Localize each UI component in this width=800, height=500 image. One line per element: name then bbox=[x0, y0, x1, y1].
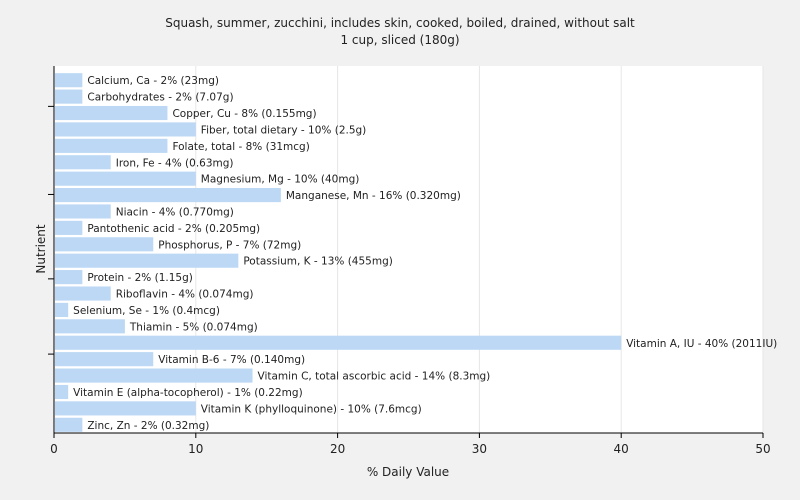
bar bbox=[55, 188, 281, 203]
bar bbox=[55, 286, 111, 301]
x-tick-label: 30 bbox=[472, 442, 487, 456]
bar bbox=[55, 319, 125, 334]
bar-label: Fiber, total dietary - 10% (2.5g) bbox=[201, 124, 366, 136]
bar bbox=[55, 302, 69, 317]
x-tick-label: 50 bbox=[755, 442, 770, 456]
bar bbox=[55, 89, 83, 104]
x-tick-label: 40 bbox=[614, 442, 629, 456]
bar-label: Pantothenic acid - 2% (0.205mg) bbox=[87, 223, 260, 235]
x-tick-label: 20 bbox=[330, 442, 345, 456]
bar bbox=[55, 368, 253, 383]
bar-label: Protein - 2% (1.15g) bbox=[87, 272, 193, 284]
y-ticks bbox=[48, 105, 54, 355]
bar-label: Folate, total - 8% (31mcg) bbox=[172, 141, 309, 153]
bar-label: Vitamin K (phylloquinone) - 10% (7.6mcg) bbox=[201, 403, 422, 415]
bar bbox=[55, 73, 83, 88]
bar-label: Selenium, Se - 1% (0.4mcg) bbox=[73, 305, 220, 317]
bar bbox=[55, 352, 154, 367]
bar bbox=[55, 417, 83, 432]
chart-subtitle: 1 cup, sliced (180g) bbox=[340, 33, 459, 47]
bar bbox=[55, 105, 168, 121]
bars: Calcium, Ca - 2% (23mg) Carbohydrates - 2… bbox=[55, 73, 777, 432]
bar-label: Niacin - 4% (0.770mg) bbox=[116, 206, 234, 218]
bar-label: Carbohydrates - 2% (7.07g) bbox=[87, 92, 233, 104]
bar-label: Manganese, Mn - 16% (0.320mg) bbox=[286, 190, 461, 202]
bar-label: Vitamin B-6 - 7% (0.140mg) bbox=[158, 354, 305, 366]
bar-label: Calcium, Ca - 2% (23mg) bbox=[87, 75, 219, 87]
y-axis-label: Nutrient bbox=[34, 224, 48, 274]
bar-label: Zinc, Zn - 2% (0.32mg) bbox=[87, 420, 209, 432]
bar bbox=[55, 204, 111, 219]
bar-label: Potassium, K - 13% (455mg) bbox=[243, 256, 393, 268]
bar bbox=[55, 237, 154, 252]
bar bbox=[55, 220, 83, 235]
bar-label: Magnesium, Mg - 10% (40mg) bbox=[201, 174, 360, 186]
x-ticks: 0 10 20 30 40 50 bbox=[50, 433, 771, 456]
chart-title: Squash, summer, zucchini, includes skin,… bbox=[165, 16, 635, 30]
bar bbox=[55, 335, 622, 350]
bar-label: Vitamin C, total ascorbic acid - 14% (8.… bbox=[258, 371, 491, 383]
bar bbox=[55, 253, 239, 268]
bar-label: Thiamin - 5% (0.074mg) bbox=[129, 321, 258, 333]
bar-label: Iron, Fe - 4% (0.63mg) bbox=[116, 157, 234, 169]
x-tick-label: 0 bbox=[50, 442, 58, 456]
bar bbox=[55, 138, 168, 153]
bar-label: Vitamin A, IU - 40% (2011IU) bbox=[626, 338, 777, 350]
bar-label: Phosphorus, P - 7% (72mg) bbox=[158, 239, 301, 251]
x-tick-label: 10 bbox=[188, 442, 203, 456]
bar bbox=[55, 122, 196, 137]
bar bbox=[55, 171, 196, 186]
bar bbox=[55, 384, 69, 400]
bar bbox=[55, 270, 83, 285]
axes bbox=[53, 66, 763, 434]
bar-label: Riboflavin - 4% (0.074mg) bbox=[116, 289, 254, 301]
x-axis-label: % Daily Value bbox=[367, 465, 449, 479]
bar bbox=[55, 155, 111, 170]
bar bbox=[55, 401, 196, 416]
bar-label: Copper, Cu - 8% (0.155mg) bbox=[172, 108, 316, 120]
bar-label: Vitamin E (alpha-tocopherol) - 1% (0.22m… bbox=[73, 387, 303, 399]
